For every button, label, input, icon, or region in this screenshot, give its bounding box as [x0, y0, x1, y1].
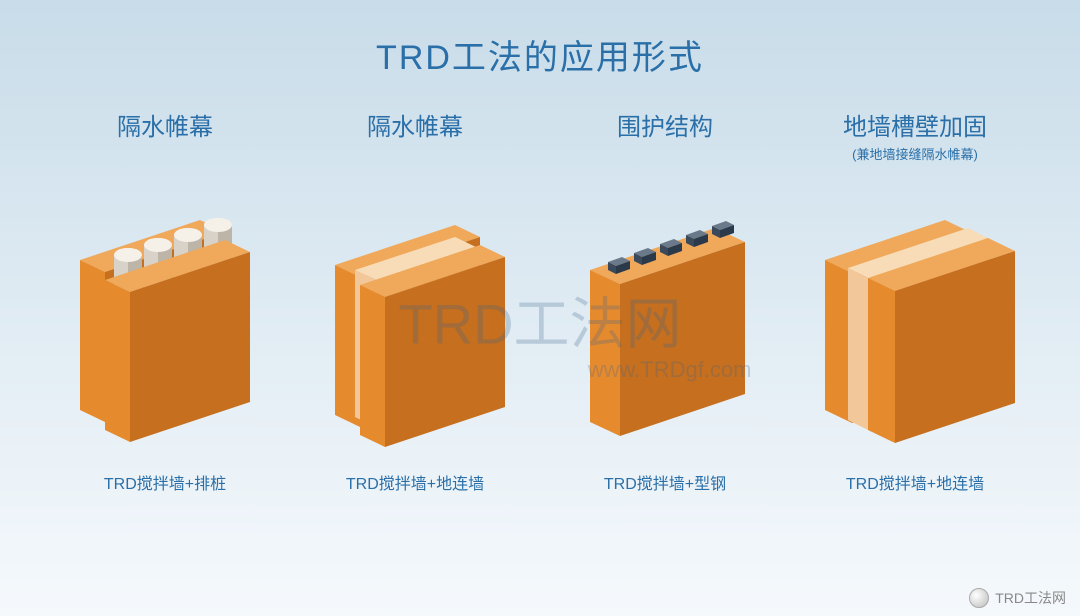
column-3: 围护结构 TRD搅拌墙+型钢 — [550, 107, 780, 494]
column-2: 隔水帷幕 — [300, 107, 530, 494]
column-4-sub: (兼地墙接缝隔水帷幕) — [852, 144, 978, 160]
figure-wall-lightwall — [300, 170, 530, 450]
figure-wall-hbeams — [550, 170, 780, 450]
figure-three-walls — [800, 170, 1030, 450]
figure-wall-piles — [50, 170, 280, 450]
column-2-caption: TRD搅拌墙+地连墙 — [346, 470, 484, 494]
column-3-title: 围护结构 — [617, 107, 713, 142]
column-1-caption: TRD搅拌墙+排桩 — [104, 470, 226, 494]
column-2-title: 隔水帷幕 — [367, 107, 463, 142]
column-4: 地墙槽壁加固 (兼地墙接缝隔水帷幕) — [800, 107, 1030, 494]
columns-row: 隔水帷幕 — [0, 107, 1080, 494]
column-4-title: 地墙槽壁加固 — [843, 107, 987, 142]
footer-label: TRD工法网 — [995, 588, 1066, 608]
column-4-caption: TRD搅拌墙+地连墙 — [846, 470, 984, 494]
column-1-title: 隔水帷幕 — [117, 107, 213, 142]
column-3-caption: TRD搅拌墙+型钢 — [604, 470, 726, 494]
footer: TRD工法网 — [969, 588, 1066, 608]
footer-logo-icon — [969, 588, 989, 608]
column-1: 隔水帷幕 — [50, 107, 280, 494]
page-title: TRD工法的应用形式 — [0, 0, 1080, 79]
